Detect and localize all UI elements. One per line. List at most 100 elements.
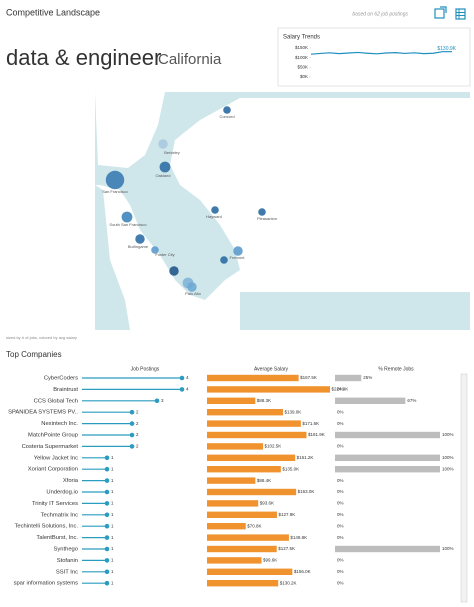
salary-label: $163.0K bbox=[298, 489, 315, 494]
remote-label: 67% bbox=[407, 398, 416, 403]
location-title: California bbox=[158, 51, 222, 68]
salary-label: $70.8K bbox=[247, 523, 261, 528]
map-caption: sized by # of jobs, colored by avg salar… bbox=[6, 335, 77, 340]
map bbox=[95, 92, 470, 330]
salary-label: $139.0K bbox=[285, 409, 302, 414]
city-bubble bbox=[105, 170, 125, 190]
column-header: Job Postings bbox=[131, 366, 160, 372]
salary-bar bbox=[207, 409, 284, 416]
remote-bar bbox=[335, 545, 440, 553]
remote-bar bbox=[335, 397, 406, 404]
posting-label: 1 bbox=[111, 512, 114, 517]
remote-label: 0% bbox=[337, 580, 344, 585]
posting-label: 1 bbox=[111, 546, 114, 551]
posting-label: 4 bbox=[186, 375, 189, 380]
city-label: Pleasanton bbox=[257, 216, 277, 221]
section-title: Top Companies bbox=[6, 350, 62, 359]
table-icon[interactable] bbox=[455, 8, 466, 20]
posting-label: 1 bbox=[111, 466, 114, 471]
salary-label: $93.6K bbox=[260, 501, 274, 506]
salary-bar bbox=[207, 386, 330, 393]
posting-dot bbox=[104, 501, 110, 506]
posting-dot bbox=[129, 432, 135, 438]
salary-label: $88.4K bbox=[257, 478, 271, 483]
salary-bar bbox=[207, 534, 289, 541]
posting-count: based on 62 job postings bbox=[352, 11, 408, 17]
company-name: Xoriant Corporation bbox=[28, 467, 78, 473]
value-label: $130.9K bbox=[437, 46, 456, 52]
company-name: Techmatrix Inc bbox=[41, 512, 78, 518]
city-label: Fremont bbox=[230, 255, 246, 260]
posting-dot bbox=[179, 387, 185, 392]
posting-label: 1 bbox=[111, 569, 114, 574]
remote-label: 25% bbox=[363, 375, 372, 380]
company-name: Underdog.io bbox=[46, 490, 78, 496]
trend-line bbox=[310, 51, 453, 55]
remote-bar bbox=[335, 374, 362, 382]
posting-dot bbox=[104, 512, 110, 518]
city-bubble bbox=[135, 234, 145, 244]
city-label: Hayward bbox=[206, 214, 222, 219]
posting-label: 2 bbox=[136, 444, 139, 449]
remote-label: 100% bbox=[442, 455, 454, 460]
y-tick-label: $100K bbox=[295, 55, 308, 60]
posting-dot bbox=[129, 409, 135, 415]
remote-label: 0% bbox=[337, 409, 344, 414]
posting-label: 2 bbox=[136, 421, 139, 426]
posting-label: 1 bbox=[111, 558, 114, 563]
trend-panel bbox=[277, 27, 471, 87]
salary-bar bbox=[207, 420, 301, 427]
salary-bar bbox=[207, 545, 277, 553]
salary-bar bbox=[207, 568, 293, 575]
salary-label: $149.8K bbox=[290, 535, 307, 540]
column-header: % Remote Jobs bbox=[378, 366, 414, 372]
city-label: Foster City bbox=[155, 252, 174, 257]
posting-dot bbox=[104, 455, 110, 461]
posting-dot bbox=[104, 523, 110, 529]
posting-label: 4 bbox=[186, 387, 189, 392]
trend-title: Salary Trends bbox=[283, 35, 320, 41]
salary-bar bbox=[207, 500, 259, 507]
salary-label: $181.9K bbox=[308, 432, 325, 437]
remote-bar bbox=[335, 466, 440, 473]
remote-label: 0% bbox=[337, 569, 344, 574]
salary-label: $167.5K bbox=[300, 375, 317, 380]
remote-label: 100% bbox=[442, 546, 454, 551]
company-name: SPANIDEA SYSTEMS PV.. bbox=[8, 410, 78, 416]
posting-dot bbox=[104, 478, 110, 483]
posting-label: 1 bbox=[111, 501, 114, 506]
salary-bar bbox=[207, 523, 246, 530]
city-bubble bbox=[233, 246, 243, 256]
city-label: San Francisco bbox=[102, 189, 128, 194]
salary-bar bbox=[207, 466, 281, 473]
company-name: Costeria Supermarket bbox=[22, 444, 79, 450]
posting-dot bbox=[104, 535, 110, 540]
share-icon[interactable] bbox=[434, 6, 447, 19]
remote-bar bbox=[335, 431, 440, 439]
city-bubble bbox=[211, 206, 219, 214]
salary-bar bbox=[207, 431, 307, 439]
column-header: Average Salary bbox=[254, 366, 289, 372]
remote-label: 0% bbox=[337, 444, 344, 449]
salary-bar bbox=[207, 580, 279, 587]
remote-label: 0% bbox=[337, 387, 344, 392]
posting-dot bbox=[179, 375, 185, 381]
remote-label: 0% bbox=[337, 478, 344, 483]
city-label: Palo Alto bbox=[185, 291, 202, 296]
remote-label: 0% bbox=[337, 523, 344, 528]
posting-dot bbox=[104, 489, 110, 495]
remote-label: 0% bbox=[337, 501, 344, 506]
company-name: Trinity IT Services bbox=[32, 501, 78, 507]
company-name: TalentBurst, Inc. bbox=[36, 535, 78, 541]
company-name: spar information systems bbox=[14, 581, 79, 587]
salary-bar bbox=[207, 374, 299, 382]
posting-label: 3 bbox=[161, 398, 164, 403]
posting-label: 1 bbox=[111, 478, 114, 483]
salary-label: $99.6K bbox=[263, 558, 277, 563]
salary-bar bbox=[207, 443, 264, 450]
posting-label: 2 bbox=[136, 409, 139, 414]
posting-dot bbox=[104, 580, 110, 586]
scrollbar[interactable] bbox=[460, 373, 468, 603]
city-label: Berkeley bbox=[164, 150, 180, 155]
